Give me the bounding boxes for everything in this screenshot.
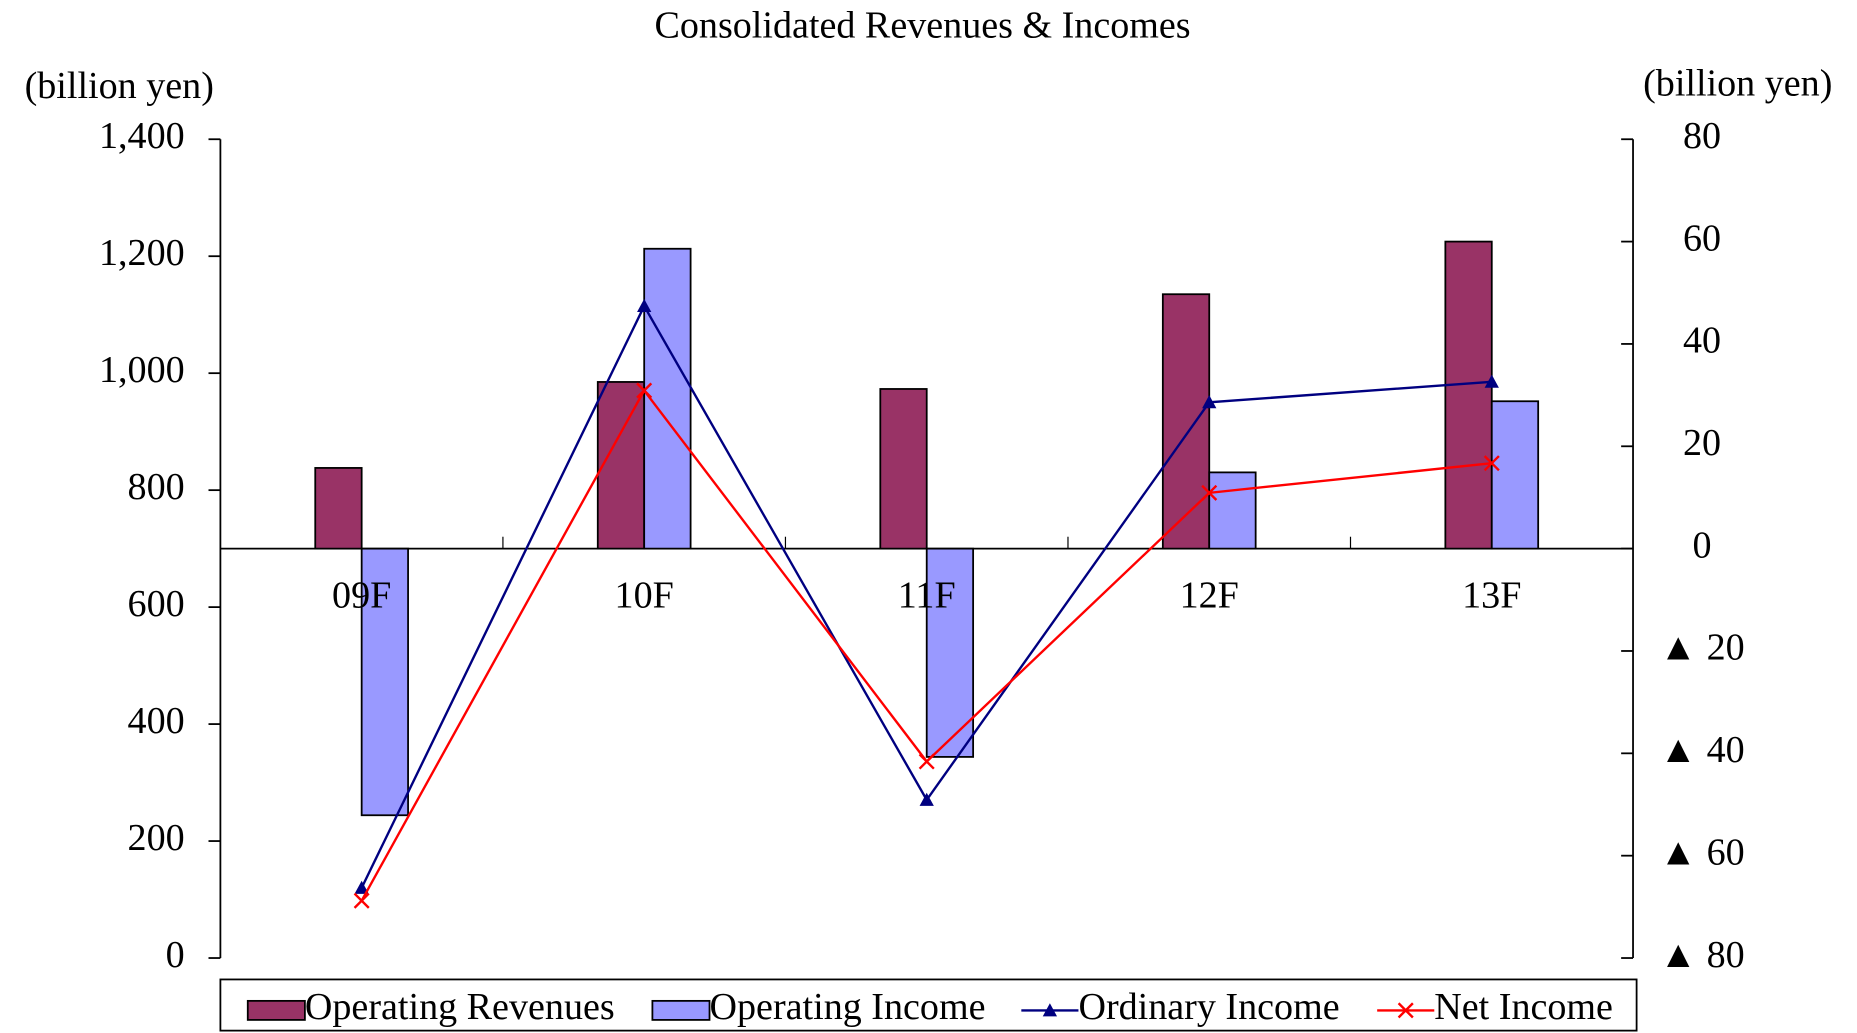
y2-tick-label: ▲ 40 bbox=[1659, 729, 1744, 771]
y2-tick-label: 80 bbox=[1683, 115, 1721, 157]
legend-box bbox=[219, 978, 1638, 1032]
y2-tick-label: ▲ 60 bbox=[1659, 831, 1744, 873]
y-tick-label: 400 bbox=[128, 700, 185, 742]
x-tick-label: 09F bbox=[332, 574, 391, 616]
x-tick-label: 11F bbox=[898, 574, 956, 616]
marker bbox=[1397, 1002, 1414, 1019]
y2-tick-label: 60 bbox=[1683, 217, 1721, 259]
legend-label: Operating Revenues bbox=[305, 986, 615, 1028]
y-tick-label: 1,000 bbox=[99, 349, 185, 391]
marker bbox=[1201, 484, 1218, 501]
bar bbox=[314, 467, 363, 550]
y-tick-label: 200 bbox=[128, 817, 185, 859]
y-tick-label: 1,200 bbox=[99, 232, 185, 274]
chart-title: Consolidated Revenues & Incomes bbox=[654, 4, 1190, 46]
legend-label: Operating Income bbox=[710, 986, 986, 1028]
marker bbox=[1042, 1003, 1058, 1017]
marker bbox=[636, 382, 653, 399]
y-tick-label: 0 bbox=[166, 934, 185, 976]
y2-tick-label: 0 bbox=[1693, 524, 1712, 566]
x-tick-label: 13F bbox=[1462, 574, 1521, 616]
bar bbox=[1490, 400, 1540, 550]
bar bbox=[1444, 240, 1493, 550]
legend-label: Ordinary Income bbox=[1078, 986, 1339, 1028]
bar bbox=[360, 547, 409, 817]
bar bbox=[879, 388, 928, 550]
y2-tick-label: ▲ 80 bbox=[1659, 934, 1744, 976]
y-tick-label: 600 bbox=[128, 583, 185, 625]
legend-label: Net Income bbox=[1434, 986, 1613, 1028]
bar bbox=[925, 547, 975, 758]
marker bbox=[919, 792, 934, 806]
marker bbox=[637, 298, 652, 313]
marker bbox=[918, 753, 935, 770]
x-tick-label: 10F bbox=[615, 574, 674, 616]
legend-swatch bbox=[651, 999, 711, 1021]
y-tick-label: 1,400 bbox=[99, 115, 185, 157]
y-axis-label: (billion yen) bbox=[25, 65, 214, 107]
bar bbox=[1208, 471, 1257, 550]
y2-tick-label: 40 bbox=[1683, 320, 1721, 362]
marker bbox=[1484, 374, 1499, 388]
marker bbox=[1483, 455, 1500, 472]
y-tick-label: 800 bbox=[128, 466, 185, 508]
marker bbox=[353, 892, 370, 909]
y2-axis-label: (billion yen) bbox=[1643, 63, 1832, 105]
legend-swatch bbox=[246, 999, 306, 1021]
marker bbox=[354, 880, 369, 894]
y2-tick-label: ▲ 20 bbox=[1659, 627, 1744, 669]
y2-tick-label: 20 bbox=[1683, 422, 1721, 464]
bar bbox=[596, 381, 646, 550]
bar bbox=[643, 247, 692, 550]
x-tick-label: 12F bbox=[1180, 574, 1239, 616]
bar bbox=[1161, 293, 1211, 550]
marker bbox=[1202, 395, 1217, 409]
